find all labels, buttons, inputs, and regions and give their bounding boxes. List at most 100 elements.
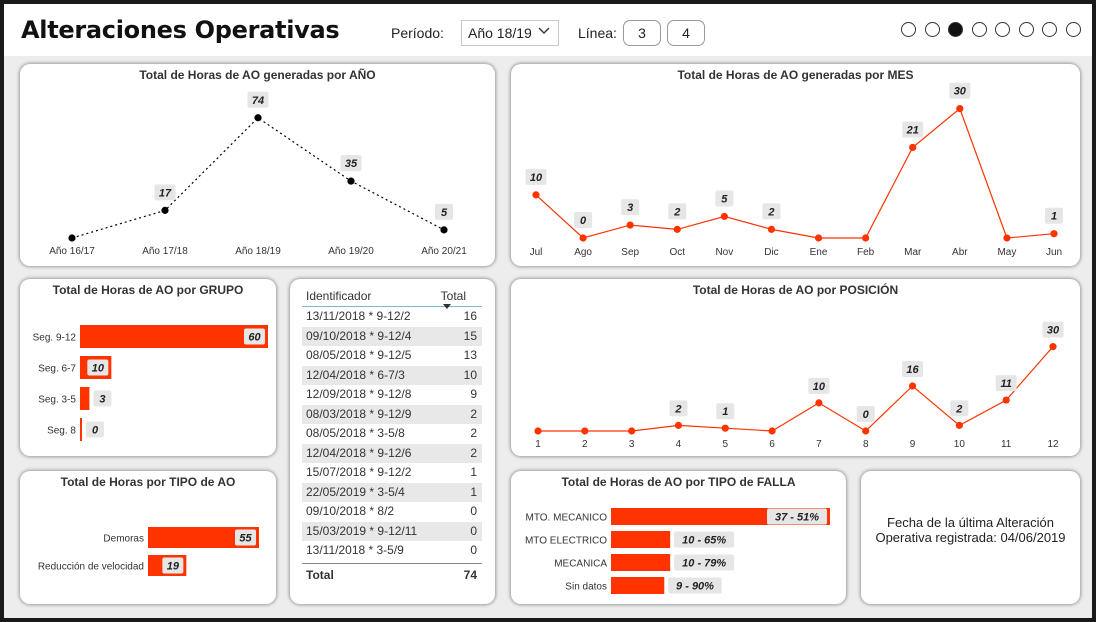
x-tick-label: 3	[629, 439, 635, 450]
data-label: 0	[92, 425, 99, 437]
page-dot-6[interactable]	[1018, 22, 1034, 37]
page-dot-3[interactable]	[948, 22, 963, 37]
data-label-bg	[340, 155, 362, 172]
data-point[interactable]	[674, 421, 683, 429]
bar[interactable]	[611, 531, 671, 548]
data-point[interactable]	[862, 234, 870, 242]
table-row[interactable]: 12/09/2018 * 9-12/8 9	[302, 385, 482, 405]
data-point[interactable]	[534, 427, 542, 435]
data-point[interactable]	[673, 225, 681, 233]
data-point[interactable]	[254, 114, 262, 122]
cell-total: 1	[470, 484, 477, 499]
table-row[interactable]: 15/03/2019 * 9-12/11 0	[302, 521, 482, 541]
x-tick-label: Jul	[530, 247, 543, 258]
data-label: 0	[580, 215, 587, 227]
data-label-bg	[668, 203, 687, 220]
x-tick-label: 11	[1001, 439, 1012, 450]
page-dot-8[interactable]	[1065, 22, 1081, 37]
page-dot-2[interactable]	[924, 22, 940, 37]
data-point[interactable]	[628, 427, 636, 435]
period-label: Período:	[391, 25, 444, 41]
cell-total: 2	[470, 426, 477, 440]
data-point[interactable]	[815, 399, 823, 407]
table-body: 13/11/2018 * 9-12/2 16 09/10/2018 * 9-12/4…	[302, 307, 482, 561]
data-point[interactable]	[721, 424, 729, 432]
data-point[interactable]	[579, 234, 587, 242]
total-label: Total	[306, 567, 334, 582]
line-option-3[interactable]: 3	[623, 20, 661, 46]
table-row[interactable]: 13/11/2018 * 3-5/9 0	[302, 541, 482, 561]
table-row[interactable]: 13/11/2018 * 9-12/2 16	[302, 307, 482, 327]
data-point[interactable]	[1050, 230, 1058, 238]
data-point[interactable]	[955, 421, 963, 429]
card-horas-por-mes: Total de Horas de AO generadas por MES 1…	[511, 64, 1080, 266]
period-dropdown[interactable]: Año 18/19	[461, 20, 559, 46]
page-dot-1[interactable]	[901, 22, 916, 37]
table-row[interactable]: 22/05/2019 * 3-5/4 1	[302, 482, 482, 502]
cell-total: 16	[463, 309, 477, 323]
data-point[interactable]	[68, 234, 76, 242]
data-point[interactable]	[347, 177, 355, 185]
page-dot-5[interactable]	[995, 22, 1010, 37]
data-point[interactable]	[532, 191, 540, 199]
data-point[interactable]	[720, 212, 728, 221]
bar[interactable]	[148, 527, 259, 548]
page-dot-4[interactable]	[971, 22, 987, 37]
x-tick-label: 12	[1047, 439, 1059, 450]
table-row[interactable]: 12/04/2018 * 9-12/6 2	[302, 443, 482, 463]
data-point[interactable]	[1049, 343, 1057, 351]
data-point[interactable]	[161, 206, 169, 214]
data-label: 1	[722, 406, 728, 418]
x-tick-label: Abr	[952, 247, 968, 258]
category-label: Seg. 9-12	[33, 333, 77, 344]
data-label: 5	[721, 193, 728, 205]
data-point[interactable]	[908, 382, 917, 390]
last-update-line2: Operativa registrada: 04/06/2019	[875, 530, 1066, 545]
last-update-line1: Fecha de la última Alteración	[887, 515, 1054, 530]
data-point[interactable]	[909, 143, 917, 152]
data-point[interactable]	[1003, 234, 1011, 242]
bar[interactable]	[80, 418, 82, 441]
category-label: MECANICA	[554, 559, 607, 570]
bar[interactable]	[80, 387, 90, 410]
bar[interactable]	[611, 554, 671, 571]
table-row[interactable]: 08/03/2018 * 9-12/9 2	[302, 404, 482, 424]
x-tick-label: Jun	[1046, 247, 1062, 258]
table-row[interactable]: 08/05/2018 * 9-12/5 13	[302, 346, 482, 366]
data-label-bg	[235, 529, 256, 546]
series-line	[538, 346, 1054, 432]
table-row[interactable]: 09/10/2018 * 8/2 0	[302, 502, 482, 522]
x-tick-label: 7	[816, 439, 822, 450]
data-label: 35	[345, 158, 358, 170]
data-label: 10	[92, 363, 105, 375]
bar[interactable]	[611, 577, 665, 594]
data-label-bg	[674, 531, 735, 548]
bar[interactable]	[80, 325, 268, 348]
col-header-total[interactable]: Total	[440, 289, 466, 303]
sort-desc-icon	[443, 304, 451, 309]
data-point[interactable]	[440, 226, 448, 234]
line-option-4[interactable]: 4	[667, 20, 705, 46]
data-label-bg	[244, 328, 265, 345]
col-header-identificador[interactable]: Identificador	[306, 289, 372, 303]
table-row[interactable]: 08/05/2018 * 3-5/8 2	[302, 424, 482, 444]
data-point[interactable]	[767, 225, 776, 233]
x-tick-label: Año 18/19	[235, 246, 281, 257]
data-point[interactable]	[1002, 396, 1010, 404]
data-point[interactable]	[956, 105, 964, 113]
cell-total: 0	[470, 523, 477, 538]
table-row[interactable]: 12/04/2018 * 6-7/3 10	[302, 365, 482, 385]
data-point[interactable]	[581, 427, 589, 435]
data-point[interactable]	[768, 427, 776, 435]
data-point[interactable]	[862, 427, 870, 435]
table-row[interactable]: 15/07/2018 * 9-12/2 1	[302, 463, 482, 483]
data-label-bg	[949, 82, 971, 99]
card-horas-por-tipo-falla: Total de Horas de AO por TIPO de FALLA M…	[511, 471, 846, 604]
chart-horas-por-tipo-ao: Demoras 55 Reducción de velocidad 19	[38, 527, 259, 576]
data-point[interactable]	[626, 221, 634, 229]
data-point[interactable]	[814, 234, 823, 242]
page-dot-7[interactable]	[1042, 22, 1057, 37]
table-row[interactable]: 09/10/2018 * 9-12/4 15	[302, 326, 482, 346]
x-tick-label: Año 19/20	[328, 246, 374, 257]
